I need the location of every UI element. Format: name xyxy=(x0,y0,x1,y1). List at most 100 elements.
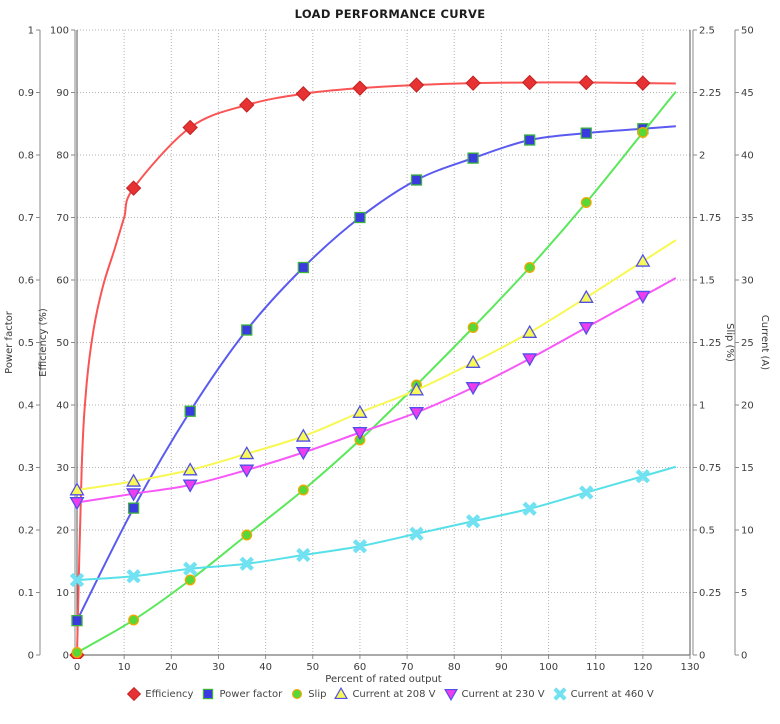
power_factor-tick-label: 0.4 xyxy=(18,401,34,412)
current_460-trend-line xyxy=(76,465,677,581)
x-tick-label: 30 xyxy=(212,662,225,673)
current_208-series xyxy=(69,239,677,496)
x-tick-label: 100 xyxy=(539,662,558,673)
slip-tick-label: 0.5 xyxy=(699,526,715,537)
power_factor-axis-title: Power factor xyxy=(4,310,15,374)
current_230-series xyxy=(69,277,677,511)
current-tick-label: 30 xyxy=(741,276,754,287)
x-axis-title: Percent of rated output xyxy=(325,674,442,685)
slip-axis: 0 0.25 0.5 0.75 1 1.25 1.5 1.75 2 2.25 2.5 Slip (%) xyxy=(692,26,735,662)
x-tick-label: 90 xyxy=(495,662,508,673)
efficiency-legend-marker-icon xyxy=(127,687,142,701)
slip-tick-label: 1.75 xyxy=(699,213,721,224)
x-tick-label: 80 xyxy=(448,662,461,673)
slip-tick-label: 0.25 xyxy=(699,588,721,599)
efficiency-tick-label: 10 xyxy=(56,588,69,599)
power_factor-markers xyxy=(71,123,649,627)
current_208-legend-marker-icon xyxy=(334,687,349,700)
power_factor-tick-label: 0.7 xyxy=(18,213,34,224)
x-tick-label: 110 xyxy=(586,662,605,673)
x-tick-label: 70 xyxy=(401,662,414,673)
legend-item-power_factor: Power factor xyxy=(200,687,282,701)
power_factor-tick-label: 0.3 xyxy=(18,463,34,474)
efficiency-tick-label: 100 xyxy=(50,26,69,37)
current_230-trend-line xyxy=(76,277,677,504)
power_factor-series xyxy=(71,123,676,627)
current-axis-title: Current (A) xyxy=(759,315,770,370)
current-tick-label: 5 xyxy=(741,588,747,599)
x-tick-label: 20 xyxy=(165,662,178,673)
efficiency-tick-label: 0 xyxy=(63,651,69,662)
efficiency-tick-label: 30 xyxy=(56,463,69,474)
legend-label: Efficiency xyxy=(145,688,194,700)
x-axis: 0 10 20 30 40 50 60 70 80 90 100 110 120 130 Percent o… xyxy=(74,655,700,685)
power_factor-tick-label: 0.1 xyxy=(18,588,34,599)
current-tick-label: 25 xyxy=(741,338,754,349)
efficiency-trend-line xyxy=(76,81,676,656)
slip-tick-label: 1.5 xyxy=(699,276,715,287)
current_230-legend-marker-icon xyxy=(443,688,458,701)
power_factor-axis: 0 0.1 0.2 0.3 0.4 0.5 0.6 0.7 0.8 0.9 1 Power facto… xyxy=(4,26,41,662)
legend-item-efficiency: Efficiency xyxy=(126,687,193,701)
x-tick-label: 0 xyxy=(74,662,80,673)
efficiency-tick-label: 80 xyxy=(56,151,69,162)
legend-label: Power factor xyxy=(219,688,283,700)
efficiency-tick-label: 60 xyxy=(56,276,69,287)
current-tick-label: 20 xyxy=(741,401,754,412)
power_factor-tick-label: 0.5 xyxy=(18,338,34,349)
current-tick-label: 45 xyxy=(741,88,754,99)
legend-label: Current at 208 V xyxy=(352,688,436,700)
current-tick-label: 40 xyxy=(741,151,754,162)
efficiency-series xyxy=(69,74,676,659)
legend-item-current_208: Current at 208 V xyxy=(333,687,436,701)
slip-tick-label: 2 xyxy=(699,151,705,162)
slip-legend-marker-icon xyxy=(292,688,303,700)
current-tick-label: 10 xyxy=(741,526,754,537)
current-tick-label: 0 xyxy=(741,651,747,662)
current_230-markers xyxy=(69,290,651,511)
efficiency-tick-label: 40 xyxy=(56,401,69,412)
current-tick-label: 15 xyxy=(741,463,754,474)
power_factor-tick-label: 0 xyxy=(28,651,34,662)
slip-tick-label: 2.25 xyxy=(699,88,721,99)
power_factor-tick-label: 1 xyxy=(28,26,34,37)
efficiency-tick-label: 70 xyxy=(56,213,69,224)
x-tick-label: 130 xyxy=(680,662,699,673)
current_460-series xyxy=(69,465,677,588)
efficiency-tick-label: 50 xyxy=(56,338,69,349)
plot-border xyxy=(76,30,691,656)
x-tick-label: 40 xyxy=(259,662,272,673)
power_factor-tick-label: 0.6 xyxy=(18,276,34,287)
efficiency-tick-label: 90 xyxy=(56,88,69,99)
legend-item-current_230: Current at 230 V xyxy=(443,687,545,701)
slip-tick-label: 2.5 xyxy=(699,26,715,37)
slip-tick-label: 1 xyxy=(699,401,705,412)
x-tick-label: 50 xyxy=(306,662,319,673)
current-tick-label: 35 xyxy=(741,213,754,224)
slip-tick-label: 1.25 xyxy=(699,338,721,349)
x-tick-label: 60 xyxy=(354,662,367,673)
legend-label: Slip xyxy=(308,688,327,700)
power_factor-tick-label: 0.8 xyxy=(18,151,34,162)
current-tick-label: 50 xyxy=(741,26,754,37)
power_factor-tick-label: 0.2 xyxy=(18,526,34,537)
legend-label: Current at 230 V xyxy=(461,688,545,700)
gridlines xyxy=(77,29,690,655)
efficiency-tick-label: 20 xyxy=(56,526,69,537)
current_460-markers xyxy=(69,469,651,588)
current_208-trend-line xyxy=(76,239,677,491)
legend-label: Current at 460 V xyxy=(570,688,654,700)
x-tick-label: 120 xyxy=(633,662,652,673)
legend-item-slip: Slip xyxy=(289,687,326,701)
slip-tick-label: 0 xyxy=(699,651,705,662)
efficiency-axis-title: Efficiency (%) xyxy=(38,308,49,377)
efficiency-axis: 0 10 20 30 40 50 60 70 80 90 100 Efficiency (%) xyxy=(38,26,76,662)
slip-tick-label: 0.75 xyxy=(699,463,721,474)
legend-item-current_460: Current at 460 V xyxy=(552,687,654,701)
chart-title: LOAD PERFORMANCE CURVE xyxy=(294,7,486,21)
slip-trend-line xyxy=(76,91,677,654)
legend: Efficiency Power factor Slip Current at 208… xyxy=(0,687,780,701)
current-axis: 0 5 10 15 20 25 30 35 40 45 50 Current (A) xyxy=(734,26,770,662)
efficiency-markers xyxy=(69,74,651,659)
